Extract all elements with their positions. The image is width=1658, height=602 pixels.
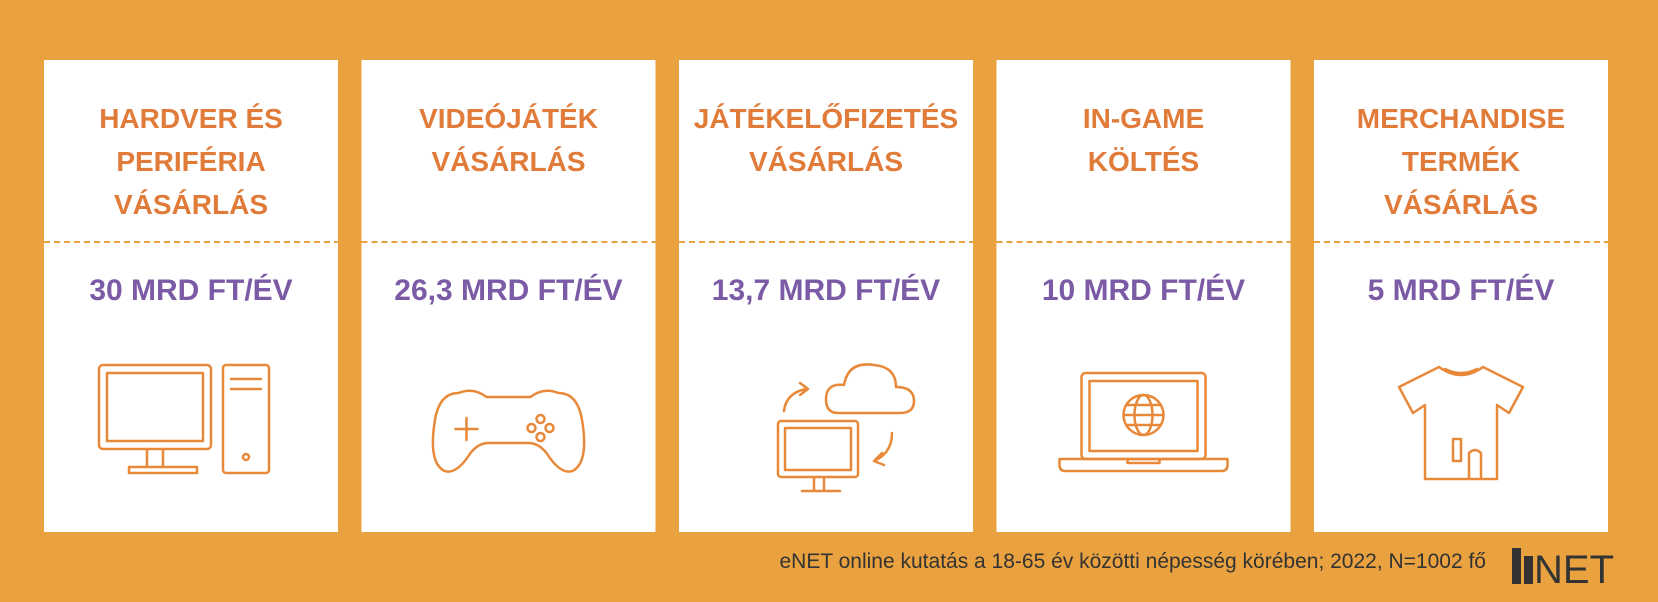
card-background (44, 60, 338, 532)
card-title: HARDVER ÉS (99, 103, 283, 134)
icon (1397, 365, 1525, 481)
amount: 13,7 MRD FT/ÉV (712, 273, 940, 307)
icon-shape (800, 475, 842, 493)
logo-bar (1512, 548, 1521, 584)
icon-shape (1451, 437, 1483, 481)
icon-shape (1443, 367, 1479, 375)
logo-text: NET (1534, 548, 1614, 592)
card-background (996, 60, 1291, 532)
amount: 5 MRD FT/ÉV (1368, 273, 1555, 307)
card-title: VÁSÁRLÁS (114, 189, 268, 220)
icon-shape (1122, 403, 1165, 427)
card-title: VIDEÓJÁTÉK (419, 103, 598, 134)
source-note: eNET online kutatás a 18-65 év közötti n… (779, 550, 1486, 573)
card-title: MERCHANDISE (1357, 103, 1565, 134)
icon-shape (872, 431, 894, 467)
icon-shape (97, 363, 213, 451)
card-title: KÖLTÉS (1088, 146, 1199, 177)
card-title: VÁSÁRLÁS (431, 146, 585, 177)
card-background (679, 60, 973, 532)
icon-shape (105, 371, 205, 443)
icon-shape (535, 431, 546, 443)
card-title: IN-GAME (1083, 103, 1204, 134)
card-title: VÁSÁRLÁS (1384, 189, 1538, 220)
card: JÁTÉKELŐFIZETÉS VÁSÁRLÁS 13,7 MRD FT/ÉV (679, 60, 973, 532)
icon-shape (221, 363, 271, 475)
amount: 26,3 MRD FT/ÉV (394, 273, 622, 307)
card-title: PERIFÉRIA (116, 146, 265, 177)
card: MERCHANDISE TERMÉK VÁSÁRLÁS 5 MRD FT/ÉV (1314, 60, 1608, 532)
icon-shape (241, 452, 251, 462)
cards: HARDVER ÉS PERIFÉRIA VÁSÁRLÁS 30 MRD FT/ÉV V… (44, 60, 1608, 532)
icon-shape (535, 413, 546, 425)
card-title: VÁSÁRLÁS (749, 146, 903, 177)
icon-shape (776, 419, 860, 479)
icon-shape (1058, 457, 1229, 473)
icon (1058, 371, 1229, 473)
icon-shape (1397, 365, 1525, 481)
icon-shape (1088, 379, 1199, 453)
icon-shape (127, 447, 199, 475)
amount: 30 MRD FT/ÉV (89, 273, 292, 307)
icon-shape (783, 426, 853, 472)
icon-shape (454, 416, 479, 442)
icon-shape (544, 422, 555, 434)
card-title: TERMÉK (1402, 146, 1520, 177)
icon (431, 389, 586, 473)
icon-shape (782, 381, 810, 413)
card-title: JÁTÉKELŐFIZETÉS (694, 103, 958, 134)
icon-shape (431, 389, 586, 473)
card: IN-GAME KÖLTÉS 10 MRD FT/ÉV (996, 60, 1291, 532)
logo-bar (1524, 556, 1533, 584)
logo: NET (1512, 548, 1614, 592)
card-background (361, 60, 656, 532)
icon (776, 363, 916, 493)
icon-shape (824, 363, 916, 415)
card: HARDVER ÉS PERIFÉRIA VÁSÁRLÁS 30 MRD FT/ÉV (44, 60, 338, 532)
icon-shape (229, 377, 263, 391)
icon-shape (526, 422, 537, 434)
amount: 10 MRD FT/ÉV (1042, 273, 1245, 307)
icon (97, 363, 271, 475)
card: VIDEÓJÁTÉK VÁSÁRLÁS 26,3 MRD FT/ÉV (361, 60, 656, 532)
